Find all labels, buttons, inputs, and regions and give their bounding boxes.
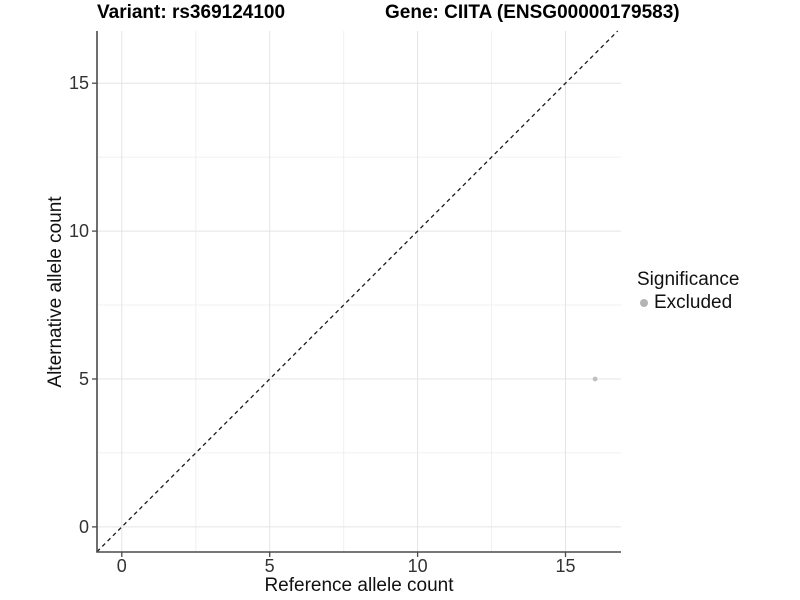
legend-entry-label: Excluded — [654, 292, 733, 313]
y-tick-label-10: 10 — [68, 221, 89, 241]
x-tick-label-5: 5 — [264, 556, 275, 576]
minor-gridlines — [97, 31, 621, 552]
y-tick-label-0: 0 — [78, 517, 89, 537]
plot-title-variant: Variant: rs369124100 — [97, 2, 286, 23]
legend-point-icon — [640, 299, 648, 307]
legend-title: Significance — [637, 269, 740, 290]
y-axis-title: Alternative allele count — [45, 196, 66, 388]
axis-lines — [96, 31, 621, 553]
x-tick-label-10: 10 — [407, 556, 428, 576]
plot-title-gene: Gene: CIITA (ENSG00000179583) — [385, 2, 680, 23]
x-tick-label-15: 15 — [555, 556, 576, 576]
data-point-excluded — [592, 376, 598, 382]
identity-dashed-line — [96, 30, 619, 553]
y-tick-label-15: 15 — [68, 73, 89, 93]
legend: Significance Excluded — [637, 270, 739, 313]
x-tick-label-0: 0 — [116, 556, 127, 576]
legend-entry-excluded: Excluded — [637, 293, 739, 313]
major-gridlines — [97, 31, 621, 552]
tick-marks — [92, 82, 567, 557]
y-tick-label-5: 5 — [78, 369, 89, 389]
x-axis-title: Reference allele count — [264, 575, 454, 596]
